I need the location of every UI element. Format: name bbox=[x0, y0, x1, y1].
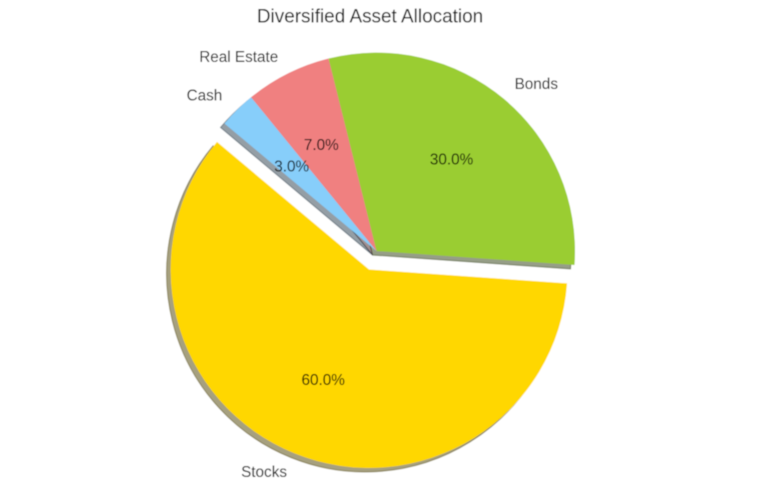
svg-text:Real Estate: Real Estate bbox=[199, 49, 278, 66]
svg-text:30.0%: 30.0% bbox=[430, 152, 474, 169]
svg-text:3.0%: 3.0% bbox=[274, 159, 309, 176]
svg-text:Bonds: Bonds bbox=[515, 76, 559, 93]
svg-text:Cash: Cash bbox=[187, 88, 223, 105]
svg-text:Stocks: Stocks bbox=[241, 464, 287, 481]
svg-text:60.0%: 60.0% bbox=[302, 372, 346, 389]
svg-text:7.0%: 7.0% bbox=[304, 137, 339, 154]
svg-text:Diversified Asset Allocation: Diversified Asset Allocation bbox=[257, 7, 483, 28]
